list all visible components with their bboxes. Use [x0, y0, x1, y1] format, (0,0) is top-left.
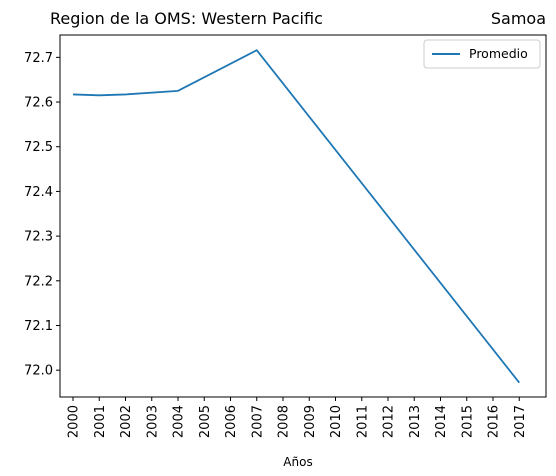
series-line-promedio	[72, 49, 520, 384]
y-tick-label: 72.4	[24, 185, 53, 200]
x-tick-label: 2007	[250, 405, 265, 438]
chart-title-left: Region de la OMS: Western Pacific	[50, 9, 323, 28]
x-tick-label: 2005	[198, 405, 213, 438]
legend-entry-label: Promedio	[469, 46, 528, 61]
x-tick-label: 2011	[355, 405, 370, 438]
x-tick-label: 2016	[487, 405, 502, 438]
y-tick-label: 72.2	[24, 274, 53, 289]
x-tick-label: 2013	[408, 405, 423, 438]
x-tick-label: 2010	[329, 405, 344, 438]
x-tick-label: 2002	[119, 405, 134, 438]
x-tick-label: 2008	[277, 405, 292, 438]
legend: Promedio	[423, 39, 541, 69]
x-tick-label: 2017	[513, 405, 528, 438]
x-tick-label: 2000	[67, 405, 82, 438]
x-tick-label: 2009	[303, 405, 318, 438]
y-tick-label: 72.7	[24, 51, 53, 66]
x-tick-label: 2004	[172, 405, 187, 438]
chart-title-right: Samoa	[491, 9, 546, 28]
y-tick-label: 72.0	[24, 364, 53, 379]
y-axis: 72.0 72.1 72.2 72.3 72.4 72.5 72.6 72.7	[24, 51, 60, 379]
x-axis-label: Años	[283, 455, 312, 469]
x-tick-label: 2014	[434, 405, 449, 438]
x-tick-label: 2001	[93, 405, 108, 438]
x-tick-label: 2015	[460, 405, 475, 438]
x-axis: 2000 2001 2002 2003 2004 2005 2006 2007 2008 2009…	[67, 397, 528, 438]
plot-area-frame	[59, 34, 547, 398]
legend-box	[423, 39, 541, 69]
y-tick-label: 72.6	[24, 96, 53, 111]
y-tick-label: 72.3	[24, 230, 53, 245]
x-tick-label: 2003	[145, 405, 160, 438]
x-tick-label: 2012	[382, 405, 397, 438]
y-tick-label: 72.1	[24, 319, 53, 334]
y-tick-label: 72.5	[24, 140, 53, 155]
series-layer	[72, 49, 520, 384]
x-tick-label: 2006	[224, 405, 239, 438]
